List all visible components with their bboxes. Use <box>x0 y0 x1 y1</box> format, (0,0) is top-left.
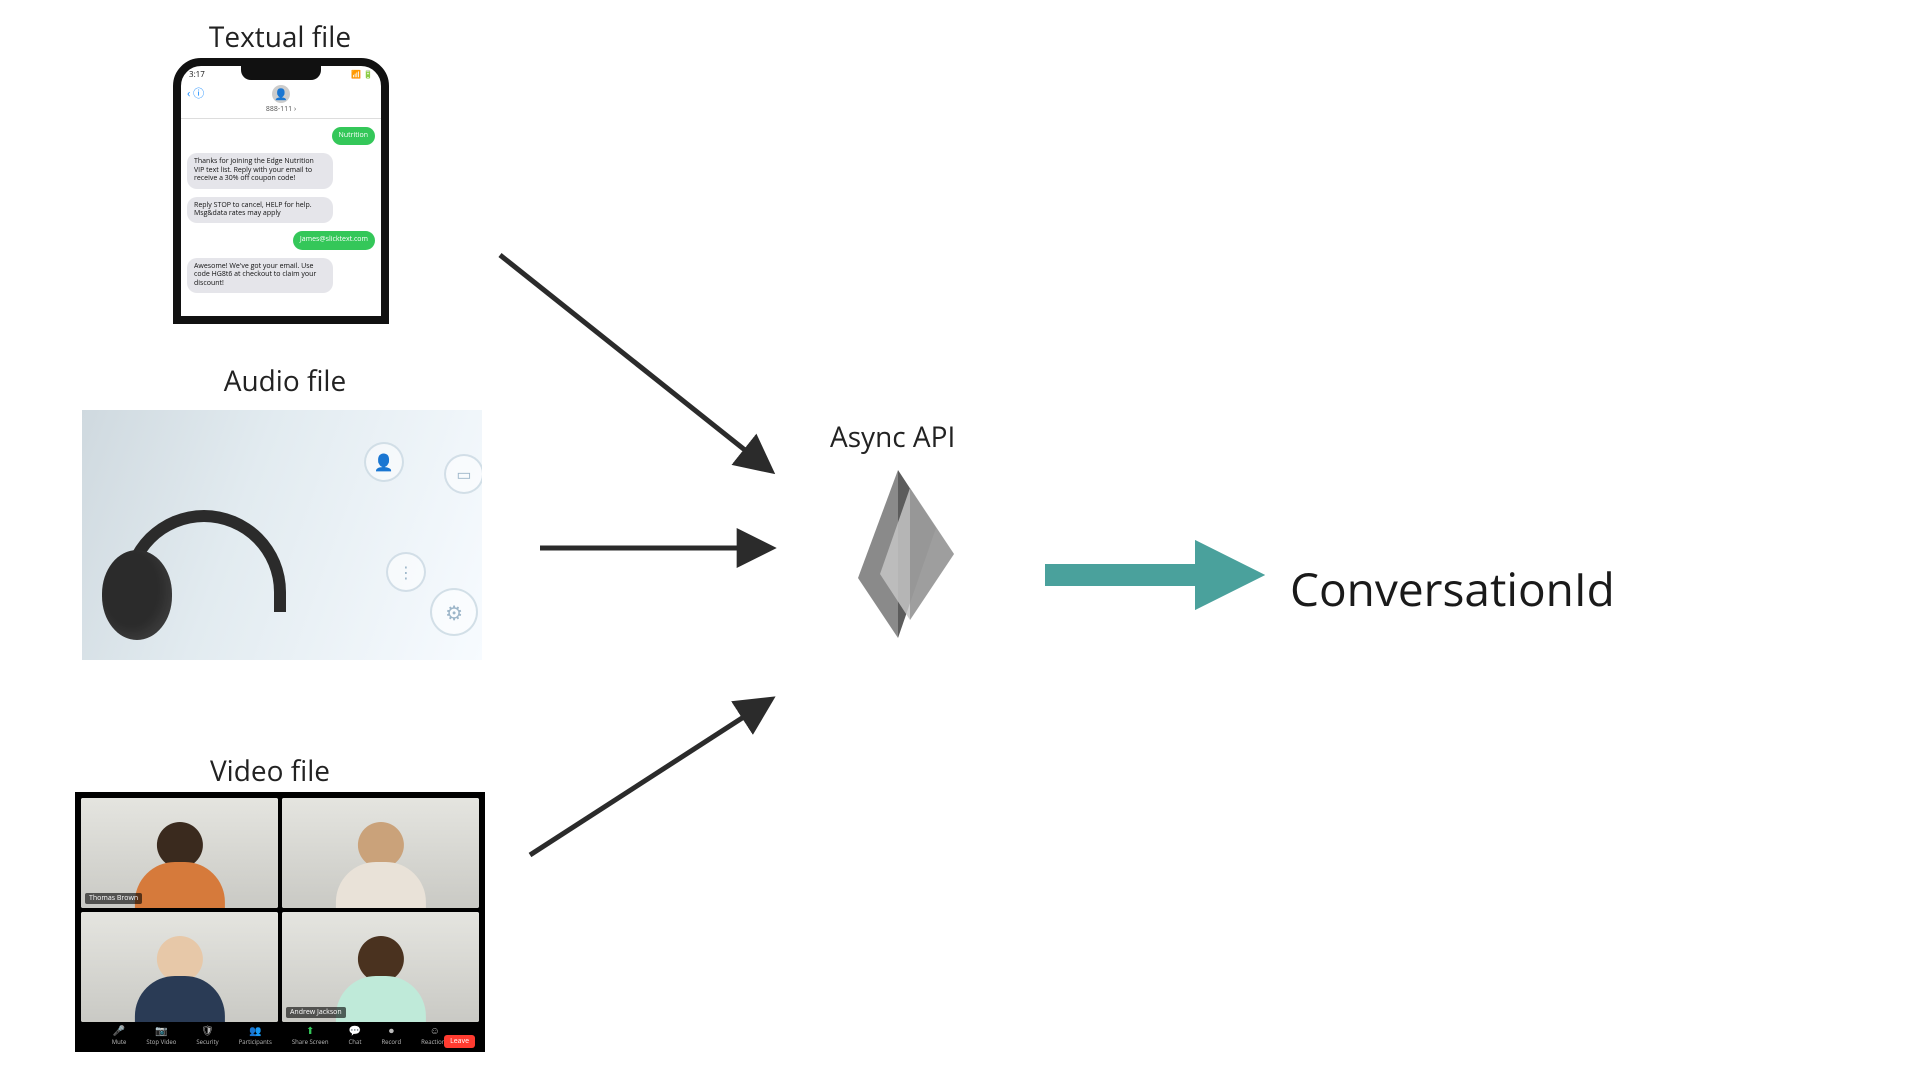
person-silhouette-icon <box>120 936 238 1022</box>
participant-name: Thomas Brown <box>85 893 142 904</box>
arrow-teal <box>0 0 1920 1080</box>
participant-name: Andrew Jackson <box>286 1007 346 1018</box>
person-silhouette-icon <box>321 822 439 908</box>
